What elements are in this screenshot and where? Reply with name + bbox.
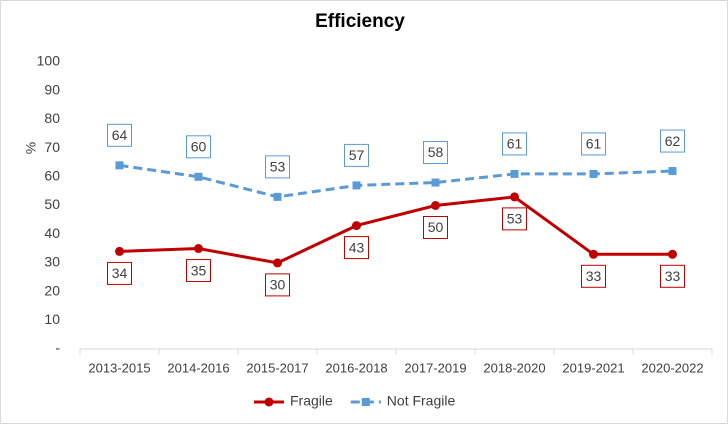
x-tick-label: 2014-2016 [167, 360, 229, 375]
point-marker [352, 221, 361, 231]
point-marker [431, 178, 440, 187]
data-label-box [344, 236, 369, 260]
data-label-box [265, 155, 290, 179]
data-label-box [107, 261, 132, 285]
x-tick-label: 2019-2021 [562, 360, 624, 375]
y-tick-label: 20 [44, 282, 60, 298]
point-marker [115, 246, 124, 256]
point-marker [273, 258, 282, 268]
x-tick-label: 2013-2015 [88, 360, 150, 375]
point-marker [510, 192, 519, 202]
y-tick-label: 90 [44, 81, 60, 97]
y-tick-label: 50 [44, 196, 60, 212]
series-line [119, 163, 673, 199]
data-label: 61 [586, 136, 602, 152]
x-tick-label: 2020-2022 [641, 360, 703, 375]
data-label-box [502, 207, 527, 231]
x-tick-label: 2018-2020 [483, 360, 545, 375]
data-label: 50 [428, 219, 444, 235]
point-marker [115, 161, 124, 170]
point-marker [668, 167, 677, 176]
y-tick-label: 30 [44, 254, 60, 270]
legend-label: Fragile [290, 393, 333, 409]
data-label-box [581, 264, 606, 288]
y-tick-label: 40 [44, 225, 60, 241]
data-label: 58 [428, 144, 444, 160]
y-tick-label: 80 [44, 110, 60, 126]
data-label-box [581, 132, 606, 156]
data-label-box [423, 216, 448, 239]
y-tick-label: 60 [44, 168, 60, 184]
data-label-box [344, 143, 369, 167]
data-label-box [186, 135, 211, 159]
data-label: 34 [112, 265, 128, 281]
legend-marker [264, 397, 274, 407]
y-tick-label: - [55, 340, 60, 356]
legend-marker [361, 398, 370, 406]
data-label-box [423, 141, 448, 165]
x-tick-label: 2017-2019 [404, 360, 466, 375]
data-label-box [660, 129, 685, 153]
point-marker [589, 169, 598, 178]
y-axis-label: % [23, 142, 39, 154]
legend-label: Not Fragile [387, 393, 456, 409]
data-label: 30 [270, 277, 286, 293]
point-marker [589, 249, 598, 259]
point-marker [194, 172, 203, 181]
y-tick-label: 100 [37, 53, 61, 69]
data-label-box [502, 132, 527, 156]
series-line [119, 195, 673, 265]
point-marker [668, 249, 677, 259]
data-label: 43 [349, 239, 365, 255]
data-label: 33 [665, 268, 681, 284]
chart-title: Efficiency [315, 11, 405, 32]
data-label: 60 [191, 139, 207, 155]
point-marker [510, 169, 519, 178]
x-tick-label: 2015-2017 [246, 360, 308, 375]
data-label-box [186, 259, 211, 283]
y-tick-label: 70 [44, 139, 60, 155]
x-tick-label: 2016-2018 [325, 360, 387, 375]
data-label-box [265, 273, 290, 297]
data-label-box [660, 264, 685, 288]
point-marker [273, 192, 282, 201]
data-label: 64 [112, 127, 128, 143]
y-tick-label: 10 [44, 311, 60, 327]
point-marker [352, 181, 361, 190]
point-marker [194, 244, 203, 254]
data-label: 53 [270, 159, 286, 175]
data-label-box [107, 123, 132, 147]
data-label: 57 [349, 147, 365, 163]
data-label: 35 [191, 262, 207, 278]
data-label: 62 [665, 133, 681, 149]
data-label: 33 [586, 268, 602, 284]
data-label: 61 [507, 136, 523, 152]
point-marker [431, 201, 440, 210]
data-label: 53 [507, 211, 523, 227]
